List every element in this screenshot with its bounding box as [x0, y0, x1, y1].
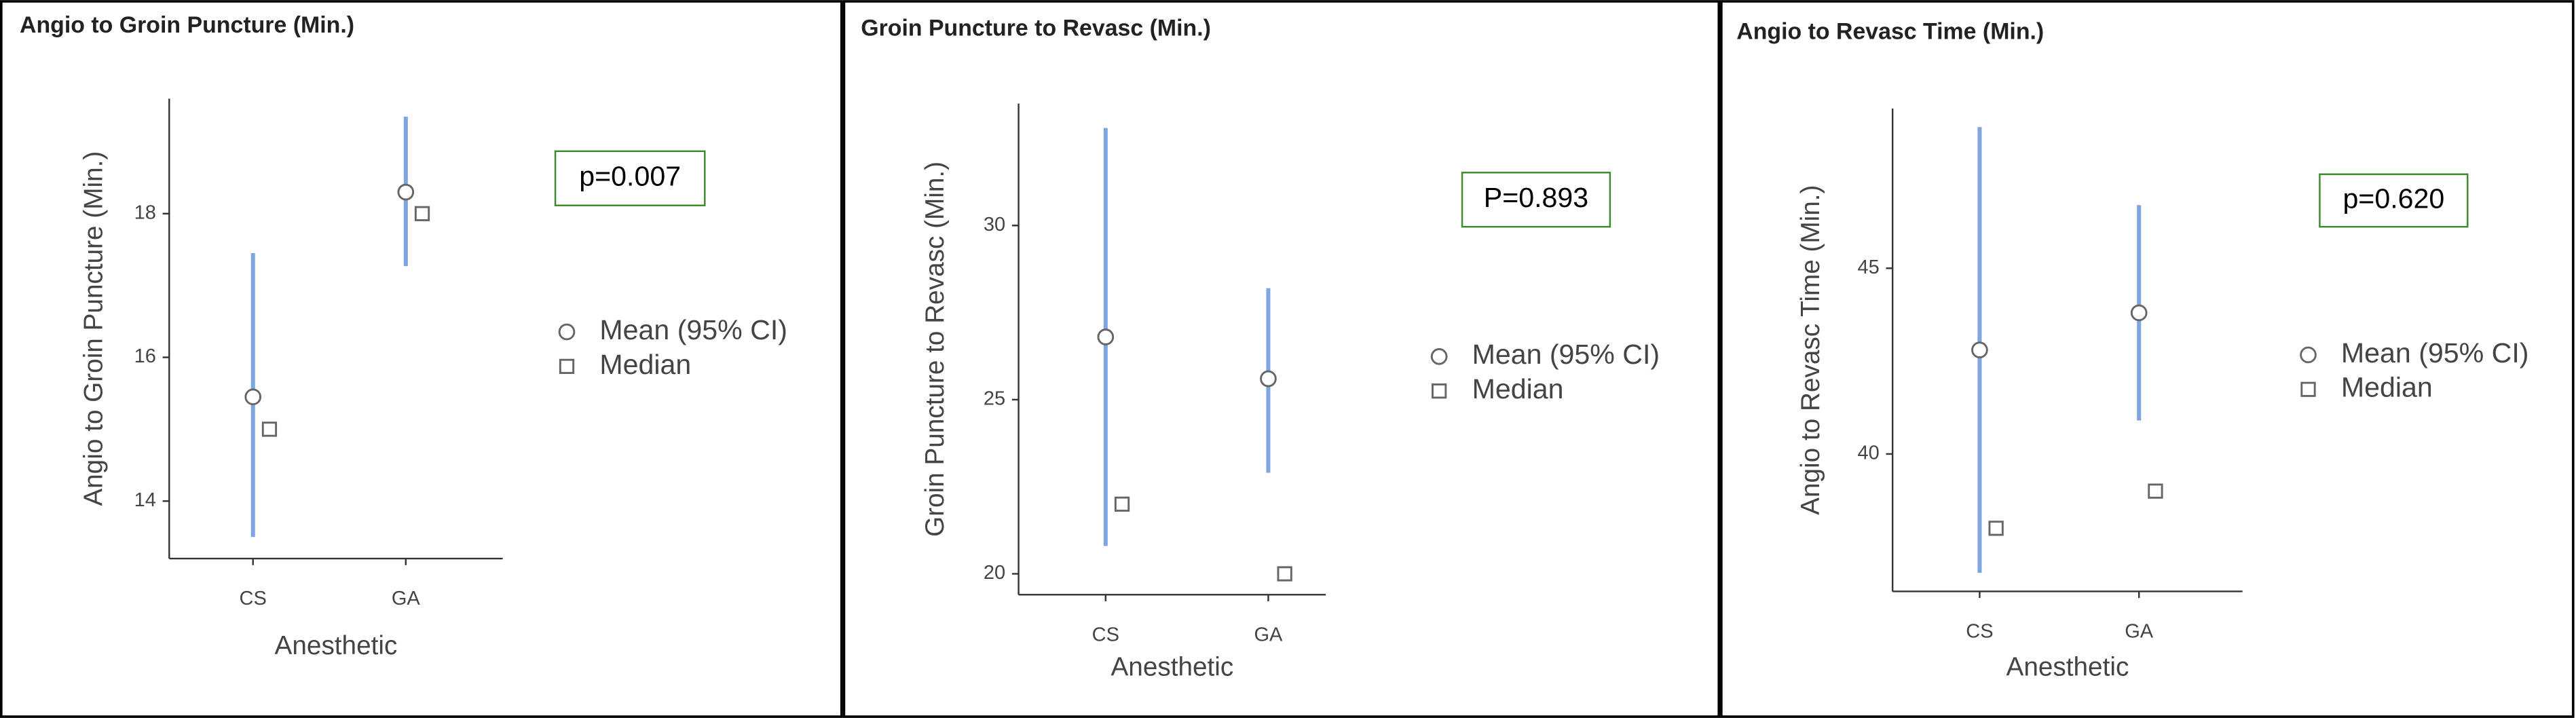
annotation: p=0.007 [579, 161, 681, 192]
x-axis-label: Anesthetic [275, 631, 398, 660]
mean-point [1971, 341, 1988, 359]
x-tick-label: CS [240, 588, 267, 609]
median-point [2148, 483, 2163, 499]
legend-symbol [558, 323, 576, 341]
legend-symbol [2300, 346, 2317, 364]
median-point [1114, 496, 1130, 512]
legend-label: Mean (95% CI) [1472, 339, 1660, 370]
y-axis-label: Angio to Revasc Time (Min.) [1796, 185, 1825, 515]
panel-border [0, 0, 843, 718]
panel-border [842, 0, 1721, 718]
x-axis-label: Anesthetic [2006, 652, 2129, 681]
y-tick-label: 40 [1858, 442, 1880, 464]
annotation-box [1461, 172, 1611, 228]
y-tick-label: 16 [134, 345, 156, 367]
panel-title: Angio to Groin Puncture (Min.) [20, 12, 354, 38]
panel-title: Groin Puncture to Revasc (Min.) [861, 16, 1211, 41]
y-tick-label: 25 [984, 388, 1005, 410]
y-axis-label: Groin Puncture to Revasc (Min.) [920, 162, 950, 537]
mean-point [1097, 328, 1115, 345]
x-tick-label: GA [392, 588, 421, 609]
y-tick-label: 30 [984, 214, 1005, 235]
annotation-box [2319, 173, 2469, 228]
median-point [1988, 521, 2004, 536]
y-tick-label: 18 [134, 202, 156, 223]
panel-border [1720, 0, 2575, 718]
annotation: P=0.893 [1484, 182, 1588, 213]
legend-symbol [1430, 348, 1448, 365]
mean-point [1260, 370, 1277, 388]
median-point [1277, 566, 1292, 582]
mean-point [2130, 304, 2148, 322]
legend-symbol [2300, 381, 2316, 397]
mean-point [244, 388, 262, 406]
legend-symbol [559, 358, 575, 375]
legend-label: Median [1472, 373, 1564, 404]
legend-label: Mean (95% CI) [2341, 337, 2529, 369]
x-tick-label: GA [1254, 624, 1283, 645]
y-tick-label: 14 [134, 489, 156, 511]
y-tick-label: 45 [1858, 257, 1880, 278]
legend-label: Median [599, 349, 691, 380]
x-tick-label: CS [1966, 621, 1993, 643]
mean-point [397, 183, 415, 201]
panel-title: Angio to Revasc Time (Min.) [1736, 19, 2044, 45]
x-tick-label: GA [2125, 621, 2154, 643]
median-point [414, 206, 430, 221]
x-axis-label: Anesthetic [1110, 652, 1233, 681]
y-tick-label: 20 [984, 562, 1005, 584]
legend-label: Median [2341, 372, 2433, 403]
x-tick-label: CS [1092, 624, 1119, 645]
y-axis-label: Angio to Groin Puncture (Min.) [79, 151, 109, 506]
legend-symbol [1432, 383, 1447, 399]
median-point [261, 421, 278, 437]
annotation-box [554, 150, 706, 206]
legend-label: Mean (95% CI) [599, 314, 787, 345]
annotation: p=0.620 [2342, 183, 2444, 214]
